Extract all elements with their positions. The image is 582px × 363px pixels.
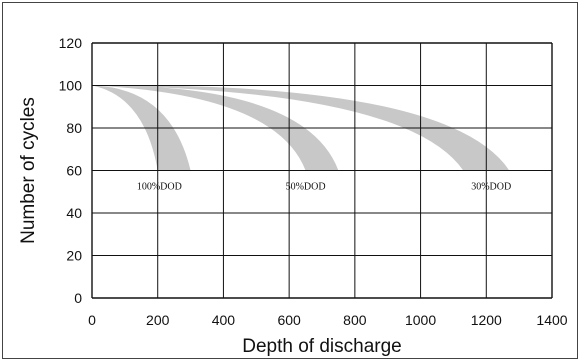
band-label-1: 100%DOD bbox=[137, 181, 182, 192]
x-tick-label: 0 bbox=[88, 312, 96, 328]
band-labels-layer: 100%DOD 50%DOD 30%DOD bbox=[137, 181, 511, 192]
x-tick-label: 1000 bbox=[405, 312, 436, 328]
x-axis-title: Depth of discharge bbox=[242, 336, 402, 357]
y-tick-label: 100 bbox=[59, 78, 83, 94]
x-tick-labels: 0 200 400 600 800 1000 1200 1400 bbox=[88, 312, 568, 328]
x-tick-label: 200 bbox=[146, 312, 170, 328]
y-tick-label: 20 bbox=[66, 248, 82, 264]
y-tick-label: 40 bbox=[66, 205, 82, 221]
y-tick-label: 60 bbox=[66, 163, 82, 179]
x-tick-label: 400 bbox=[212, 312, 236, 328]
y-tick-label: 80 bbox=[66, 120, 82, 136]
band-label-3: 30%DOD bbox=[471, 181, 511, 192]
y-tick-label: 0 bbox=[74, 290, 82, 306]
grid-layer bbox=[91, 42, 553, 299]
x-tick-label: 600 bbox=[277, 312, 301, 328]
band-label-2: 50%DOD bbox=[286, 181, 326, 192]
x-tick-label: 1400 bbox=[536, 312, 567, 328]
band-1 bbox=[92, 85, 191, 171]
y-tick-labels: 0 20 40 60 80 100 120 bbox=[59, 35, 83, 306]
x-tick-label: 800 bbox=[343, 312, 367, 328]
y-tick-label: 120 bbox=[59, 35, 83, 51]
chart-frame bbox=[2, 2, 578, 359]
x-tick-label: 1200 bbox=[471, 312, 502, 328]
y-axis-title: Number of cycles bbox=[18, 97, 39, 244]
